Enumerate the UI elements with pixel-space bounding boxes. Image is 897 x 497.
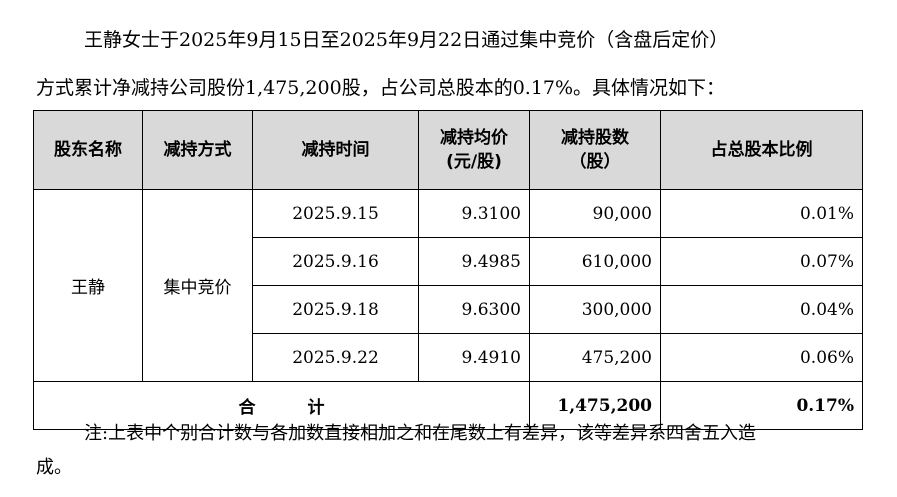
header-average-price-title: 减持均价: [440, 128, 508, 148]
header-shareholder-name: 股东名称: [33, 110, 143, 190]
header-share-ratio: 占总股本比例: [660, 110, 863, 190]
header-shares-reduced-unit: （股）: [569, 152, 621, 172]
ratio-cell: 0.06%: [660, 333, 863, 382]
header-reduction-date: 减持时间: [252, 110, 419, 190]
table-row: 王静 集中竞价 2025.9.15 9.3100 90,000 0.01%: [33, 189, 863, 382]
date-cell: 2025.9.16: [252, 237, 419, 286]
total-ratio-cell: 0.17%: [660, 381, 863, 430]
shares-cell: 475,200: [529, 333, 661, 382]
header-shares-reduced-title: 减持股数: [561, 128, 629, 148]
total-shares-cell: 1,475,200: [529, 381, 661, 430]
header-average-price: 减持均价 (元/股): [418, 110, 530, 190]
header-shares-reduced: 减持股数 （股）: [529, 110, 661, 190]
date-cell: 2025.9.15: [252, 189, 419, 238]
table-note-line-1: 注:上表中个别合计数与各加数直接相加之和在尾数上有差异，该等差异系四舍五入造: [84, 423, 757, 444]
price-cell: 9.6300: [418, 285, 530, 334]
ratio-cell: 0.01%: [660, 189, 863, 238]
price-cell: 9.3100: [418, 189, 530, 238]
intro-paragraph-line-1: 王静女士于2025年9月15日至2025年9月22日通过集中竞价（含盘后定价）: [84, 29, 729, 51]
share-reduction-table: 股东名称 减持方式 减持时间 减持均价 (元/股) 减持股数 （股） 占总股本比…: [33, 110, 863, 430]
header-average-price-unit: (元/股): [446, 152, 502, 172]
ratio-cell: 0.07%: [660, 237, 863, 286]
shares-cell: 90,000: [529, 189, 661, 238]
price-cell: 9.4910: [418, 333, 530, 382]
shares-cell: 300,000: [529, 285, 661, 334]
table-row: 2025.9.18 9.6300 300,000 0.04%: [34, 285, 863, 334]
price-cell: 9.4985: [418, 237, 530, 286]
shares-cell: 610,000: [529, 237, 661, 286]
reduction-method-cell: 集中竞价: [142, 189, 253, 382]
intro-paragraph-line-2: 方式累计净减持公司股份1,475,200股，占公司总股本的0.17%。具体情况如…: [36, 77, 726, 99]
header-reduction-method: 减持方式: [142, 110, 253, 190]
total-row: 合计 1,475,200 0.17%: [33, 381, 863, 430]
date-cell: 2025.9.18: [252, 285, 419, 334]
shareholder-name-cell: 王静: [33, 189, 143, 382]
table-header-row: 股东名称 减持方式 减持时间 减持均价 (元/股) 减持股数 （股） 占总股本比…: [33, 110, 863, 190]
total-label: 合计: [33, 381, 530, 430]
table-row: 2025.9.16 9.4985 610,000 0.07%: [34, 237, 863, 286]
table-note-line-2: 成。: [36, 457, 72, 478]
date-cell: 2025.9.22: [252, 333, 419, 382]
table-row: 2025.9.22 9.4910 475,200 0.06%: [34, 333, 863, 382]
ratio-cell: 0.04%: [660, 285, 863, 334]
